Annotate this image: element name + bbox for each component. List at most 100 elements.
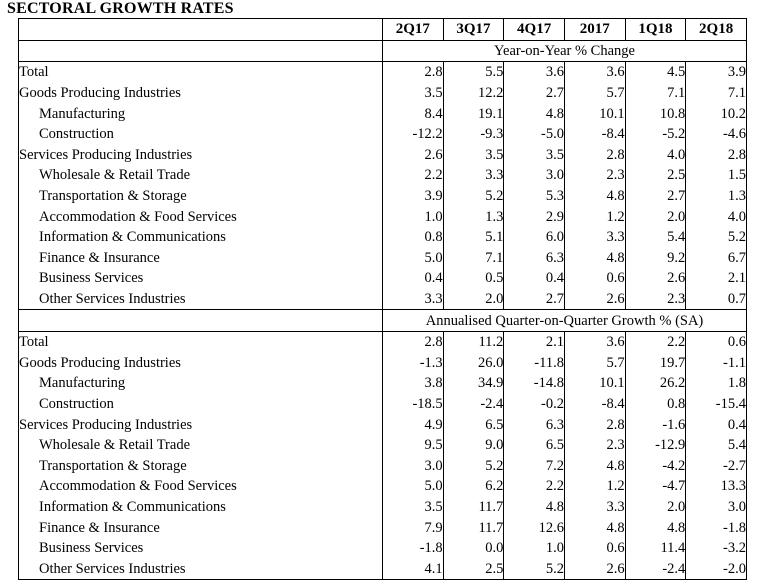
table-row: Total 2.8 11.2 2.1 3.6 2.2 0.6: [18, 330, 747, 353]
value-cell: 2.7: [624, 185, 687, 207]
value-cell: 1.3: [442, 206, 505, 227]
row-label: Transportation & Storage: [18, 455, 383, 477]
value-cell: -1.6: [624, 414, 687, 435]
row-label: Services Producing Industries: [18, 414, 383, 435]
value-cell: 6.7: [685, 247, 747, 269]
table-row: Goods Producing Industries -1.3 26.0 -11.8 5…: [18, 352, 747, 374]
value-cell: -12.2: [382, 123, 444, 145]
value-cell: 11.7: [442, 496, 505, 518]
value-cell: 10.1: [563, 103, 626, 124]
value-cell: 2.7: [503, 288, 565, 310]
value-cell: 12.2: [442, 82, 505, 104]
value-cell: 13.3: [685, 476, 747, 497]
value-cell: 7.1: [624, 82, 687, 104]
table-row: Business Services 0.4 0.5 0.4 0.6 2.6 2.1: [18, 268, 747, 289]
value-cell: 5.0: [382, 247, 444, 269]
value-cell: 4.0: [624, 144, 687, 166]
column-header: 1Q18: [624, 18, 687, 41]
table-row: Wholesale & Retail Trade 9.5 9.0 6.5 2.3 -12.…: [18, 434, 747, 456]
table-row: Information & Communications 3.5 11.7 4.8 3.…: [18, 496, 747, 518]
value-cell: 2.8: [563, 414, 626, 435]
value-cell: 10.8: [624, 103, 687, 124]
value-cell: 3.6: [503, 61, 565, 83]
value-cell: 3.6: [563, 61, 626, 83]
value-cell: 4.8: [563, 247, 626, 269]
row-label: Total: [18, 61, 383, 83]
value-cell: 5.5: [442, 61, 505, 83]
value-cell: 5.3: [503, 185, 565, 207]
value-cell: 2.6: [624, 268, 687, 289]
value-cell: 2.0: [624, 206, 687, 227]
value-cell: 7.2: [503, 455, 565, 477]
row-label: Construction: [18, 123, 383, 145]
value-cell: -8.4: [563, 393, 626, 415]
value-cell: 2.1: [503, 330, 565, 353]
value-cell: 0.7: [685, 288, 747, 310]
value-cell: 2.6: [563, 558, 626, 581]
value-cell: 1.0: [503, 537, 565, 559]
row-label: Manufacturing: [18, 103, 383, 124]
header-blank-cell: [18, 18, 383, 41]
table-title: SECTORAL GROWTH RATES: [7, 0, 234, 17]
row-label: Accommodation & Food Services: [18, 476, 383, 497]
value-cell: 2.8: [563, 144, 626, 166]
table-row: Goods Producing Industries 3.5 12.2 2.7 5.7 7…: [18, 82, 747, 104]
row-label: Manufacturing: [18, 373, 383, 394]
row-label: Other Services Industries: [18, 288, 383, 310]
value-cell: 0.0: [442, 537, 505, 559]
value-cell: 19.7: [624, 352, 687, 374]
value-cell: -4.2: [624, 455, 687, 477]
row-label: Information & Communications: [18, 226, 383, 248]
value-cell: 3.9: [382, 185, 444, 207]
value-cell: -12.9: [624, 434, 687, 456]
value-cell: 5.0: [382, 476, 444, 497]
value-cell: 10.2: [685, 103, 747, 124]
row-label: Accommodation & Food Services: [18, 206, 383, 227]
section-heading: Year-on-Year % Change: [382, 39, 747, 62]
value-cell: -2.4: [442, 393, 505, 415]
value-cell: 3.5: [503, 144, 565, 166]
value-cell: 2.8: [382, 61, 444, 83]
section-blank-cell: [18, 309, 383, 332]
value-cell: 4.8: [563, 455, 626, 477]
value-cell: 2.2: [503, 476, 565, 497]
value-cell: 5.7: [563, 352, 626, 374]
value-cell: 34.9: [442, 373, 505, 394]
table-row: Accommodation & Food Services 5.0 6.2 2.2 1.…: [18, 476, 747, 497]
table-row: Other Services Industries 3.3 2.0 2.7 2.6 2.3…: [18, 288, 747, 310]
row-label: Goods Producing Industries: [18, 82, 383, 104]
value-cell: -4.7: [624, 476, 687, 497]
value-cell: 4.9: [382, 414, 444, 435]
row-label: Business Services: [18, 537, 383, 559]
value-cell: -0.2: [503, 393, 565, 415]
value-cell: -14.8: [503, 373, 565, 394]
value-cell: -11.8: [503, 352, 565, 374]
value-cell: 0.4: [685, 414, 747, 435]
value-cell: 5.4: [624, 226, 687, 248]
value-cell: 2.3: [624, 288, 687, 310]
value-cell: 7.9: [382, 517, 444, 538]
table-row: Transportation & Storage 3.9 5.2 5.3 4.8 2.7 1…: [18, 185, 747, 207]
table-row: Transportation & Storage 3.0 5.2 7.2 4.8 -4.2…: [18, 455, 747, 477]
value-cell: 4.1: [382, 558, 444, 581]
table-row: Manufacturing 3.8 34.9 -14.8 10.1 26.2 1.8: [18, 373, 747, 394]
table-row: Services Producing Industries 4.9 6.5 6.3 2.…: [18, 414, 747, 435]
section-heading-row: Annualised Quarter-on-Quarter Growth % (…: [18, 309, 747, 332]
value-cell: 6.2: [442, 476, 505, 497]
value-cell: -2.4: [624, 558, 687, 581]
value-cell: 2.8: [382, 330, 444, 353]
value-cell: 2.5: [624, 165, 687, 186]
value-cell: 4.8: [624, 517, 687, 538]
table-body: Year-on-Year % Change Total 2.8 5.5 3.6 3.6 4.…: [18, 39, 747, 581]
value-cell: 3.3: [442, 165, 505, 186]
row-label: Goods Producing Industries: [18, 352, 383, 374]
sectoral-growth-table: 2Q17 3Q17 4Q17 2017 1Q18 2Q18 Year-on-Ye…: [18, 18, 747, 581]
value-cell: -18.5: [382, 393, 444, 415]
value-cell: -2.7: [685, 455, 747, 477]
column-header-row: 2Q17 3Q17 4Q17 2017 1Q18 2Q18: [18, 18, 747, 41]
table-row: Finance & Insurance 7.9 11.7 12.6 4.8 4.8 -1.8: [18, 517, 747, 538]
value-cell: 2.0: [624, 496, 687, 518]
value-cell: 0.4: [503, 268, 565, 289]
value-cell: 1.5: [685, 165, 747, 186]
value-cell: -1.1: [685, 352, 747, 374]
